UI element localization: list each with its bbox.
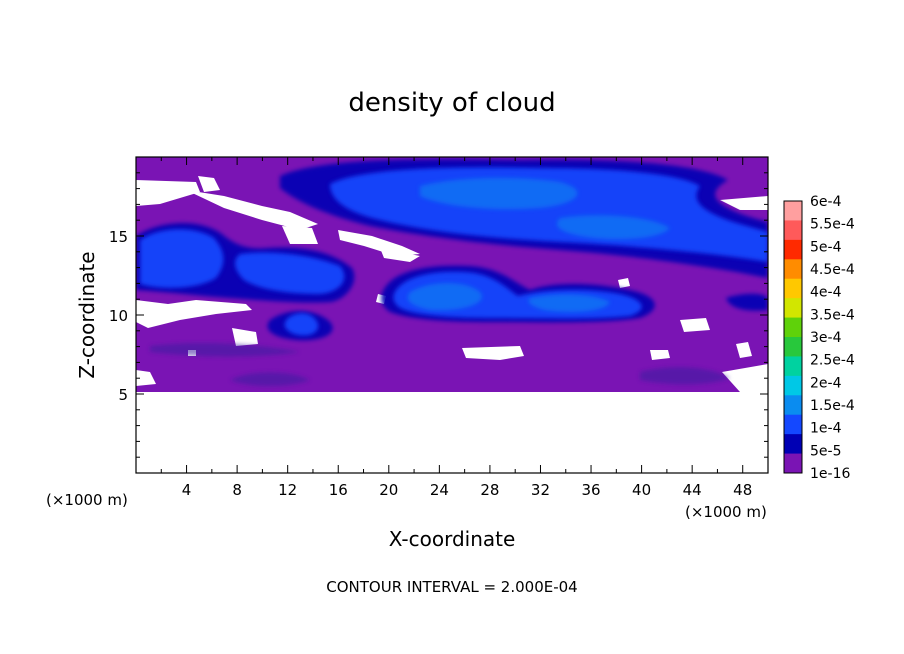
x-tick-label: 28 — [480, 481, 499, 499]
colorbar-label: 5e-4 — [810, 239, 842, 255]
colorbar-swatch — [784, 259, 802, 280]
x-tick-label: 4 — [182, 481, 192, 499]
colorbar-frame — [783, 200, 803, 474]
x-tick-label: 36 — [581, 481, 600, 499]
band-1-5e-4 — [407, 177, 670, 312]
colorbar-label: 3.5e-4 — [810, 307, 855, 323]
colorbar-swatch — [784, 356, 802, 377]
x-axis-label: X-coordinate — [389, 527, 516, 551]
y-tick-label: 15 — [109, 228, 128, 246]
y-axis-label: Z-coordinate — [75, 251, 99, 378]
colorbar-swatch — [784, 395, 802, 416]
colorbar-swatch — [784, 201, 802, 221]
colorbar-label: 4.5e-4 — [810, 262, 855, 278]
colorbar-swatch — [784, 298, 802, 319]
colorbar-swatch — [784, 220, 802, 241]
chart-title: density of cloud — [348, 88, 555, 118]
colorbar-label: 5e-5 — [810, 443, 841, 459]
colorbar-swatch — [784, 434, 802, 455]
y-tick-label: 10 — [109, 307, 128, 325]
x-tick-label: 16 — [329, 481, 348, 499]
colorbar-swatch — [784, 375, 802, 396]
colorbar-label: 1e-16 — [810, 466, 850, 482]
colorbar-label: 1.5e-4 — [810, 398, 855, 414]
x-tick-label: 24 — [430, 481, 449, 499]
x-tick-label: 32 — [531, 481, 550, 499]
lower-lobes — [150, 343, 730, 386]
colorbar-label: 2e-4 — [810, 375, 842, 391]
z-unit-label: (×1000 m) — [46, 491, 128, 509]
x-tick-label: 48 — [733, 481, 752, 499]
colorbar-swatch — [784, 337, 802, 357]
x-axis-ticks: 4 8 12 16 20 24 28 32 36 40 44 48 — [160, 157, 752, 499]
colorbar-swatch — [784, 317, 802, 338]
colorbar-label: 4e-4 — [810, 285, 842, 301]
colorbar-label: 1e-4 — [810, 421, 842, 437]
x-unit-label: (×1000 m) — [685, 503, 767, 521]
colorbar-swatch — [784, 414, 802, 435]
x-tick-label: 40 — [632, 481, 651, 499]
colorbar-label: 2.5e-4 — [810, 353, 855, 369]
colorbar-label: 3e-4 — [810, 330, 842, 346]
y-axis-ticks: 5 10 15 — [109, 172, 768, 458]
x-tick-label: 20 — [379, 481, 398, 499]
colorbar-swatch — [784, 278, 802, 299]
colorbar: 6e-4 5.5e-4 5e-4 4.5e-4 4e-4 3.5e-4 3e-4 2.5e-4… — [783, 194, 855, 482]
colorbar-swatch — [784, 453, 802, 474]
x-tick-label: 8 — [232, 481, 242, 499]
contour-field — [136, 157, 768, 392]
colorbar-label: 6e-4 — [810, 194, 842, 210]
cloud-gaps — [136, 176, 768, 392]
colorbar-swatch — [784, 239, 802, 260]
contour-interval-label: CONTOUR INTERVAL = 2.000E-04 — [326, 578, 577, 596]
colorbar-label: 5.5e-4 — [810, 217, 855, 233]
x-tick-label: 12 — [278, 481, 297, 499]
x-tick-label: 44 — [683, 481, 702, 499]
y-tick-label: 5 — [118, 386, 128, 404]
